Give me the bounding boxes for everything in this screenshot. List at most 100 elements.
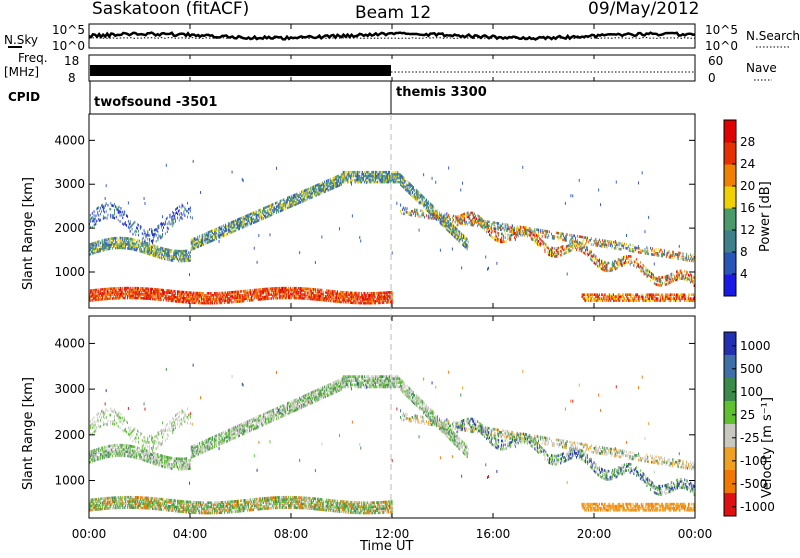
power-cell <box>341 291 342 294</box>
power-cell <box>118 287 119 290</box>
power-cell <box>584 297 585 300</box>
power-cell <box>542 229 543 232</box>
power-cell <box>627 247 628 250</box>
power-cell <box>554 251 555 254</box>
power-cell <box>99 248 100 251</box>
power-cell <box>634 295 635 298</box>
power-cell <box>262 216 263 219</box>
power-cell <box>100 246 101 249</box>
power-cell <box>432 217 433 220</box>
power-cell <box>205 300 206 303</box>
power-cell <box>582 293 583 296</box>
power-cell <box>141 242 142 245</box>
power-cell <box>94 224 95 227</box>
power-cell <box>232 221 233 224</box>
power-cell <box>267 206 268 209</box>
power-cell <box>290 293 291 296</box>
power-cell <box>175 218 176 221</box>
power-cell <box>617 267 618 270</box>
power-cell <box>304 287 305 290</box>
power-cell <box>112 214 113 217</box>
power-cell <box>583 240 584 243</box>
power-cell <box>133 287 134 290</box>
power-cell <box>157 246 158 249</box>
power-cell <box>216 228 217 231</box>
power-cell <box>162 215 163 218</box>
power-cell <box>630 244 631 247</box>
power-cell <box>321 293 322 296</box>
power-cell <box>166 248 167 251</box>
power-cell <box>611 263 612 266</box>
power-cell <box>414 189 415 192</box>
power-cell <box>418 213 419 216</box>
power-cell <box>108 298 109 301</box>
power-cell <box>305 287 306 290</box>
power-cell <box>251 212 252 215</box>
power-cell <box>194 247 195 250</box>
power-cell <box>448 230 449 233</box>
power-cell <box>248 291 249 294</box>
power-cell <box>155 229 156 232</box>
power-cell <box>615 295 616 298</box>
power-cell <box>586 246 587 249</box>
power-cell <box>122 211 123 214</box>
power-cell <box>545 236 546 239</box>
power-cell <box>232 295 233 298</box>
power-cell <box>541 239 542 242</box>
power-cell <box>134 287 135 290</box>
power-cell <box>133 238 134 241</box>
power-cell <box>501 225 502 228</box>
power-cell <box>366 171 367 174</box>
power-cell <box>306 287 307 290</box>
power-cell <box>373 171 374 174</box>
power-cell <box>406 209 407 212</box>
power-cell <box>253 212 254 215</box>
power-cell <box>412 191 413 194</box>
nsearch-bottom-tick: 10^0 <box>705 39 738 53</box>
power-cell <box>562 239 563 242</box>
power-cell <box>275 202 276 205</box>
power-cell <box>256 210 257 213</box>
power-cell <box>96 293 97 296</box>
power-cell <box>548 247 549 250</box>
power-cell <box>306 193 307 196</box>
power-cell <box>169 249 170 252</box>
power-cell <box>626 255 627 258</box>
power-cell <box>407 180 408 183</box>
power-cell <box>452 224 453 227</box>
power-cell <box>207 296 208 299</box>
power-cell <box>355 292 356 295</box>
power-cell <box>278 203 279 206</box>
power-cell <box>495 226 496 229</box>
power-cell <box>567 245 568 248</box>
power-cell <box>322 293 323 296</box>
power-cell <box>271 297 272 300</box>
power-cell <box>624 262 625 265</box>
power-cell <box>220 232 221 235</box>
power-cell <box>368 171 369 174</box>
power-cell <box>179 256 180 259</box>
power-cell <box>324 181 325 184</box>
power-cell <box>273 203 274 206</box>
power-cell <box>449 216 450 219</box>
power-cell <box>149 243 150 246</box>
power-cell <box>628 293 629 296</box>
power-cell <box>477 214 478 217</box>
power-cell <box>116 216 117 219</box>
power-cell <box>193 160 194 163</box>
power-cell <box>560 250 561 253</box>
power-cell <box>615 245 616 248</box>
power-cell <box>173 212 174 215</box>
power-cell <box>179 213 180 216</box>
power-cell <box>124 210 125 213</box>
power-cell <box>179 219 180 222</box>
power-cell <box>520 234 521 237</box>
power-cell <box>105 216 106 219</box>
power-cell <box>522 226 523 229</box>
power-cell <box>199 235 200 238</box>
power-cell <box>377 181 378 184</box>
power-cell <box>226 293 227 296</box>
power-cell <box>271 287 272 290</box>
power-cell <box>108 238 109 241</box>
power-cell <box>144 241 145 244</box>
